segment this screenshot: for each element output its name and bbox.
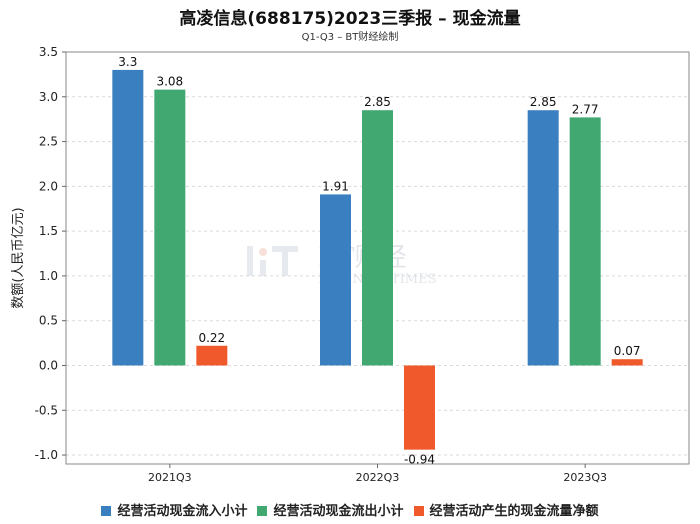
- legend-item: 经营活动产生的现金流量净额: [413, 500, 599, 519]
- bar: [112, 69, 144, 366]
- data-label: 1.91: [322, 179, 349, 193]
- bar: [527, 110, 559, 366]
- data-label: 0.22: [198, 331, 225, 345]
- legend-label: 经营活动现金流出小计: [273, 504, 404, 519]
- y-tick-label: 3.0: [39, 90, 58, 104]
- watermark-bar-1: [247, 246, 253, 276]
- bar: [362, 110, 393, 366]
- y-axis-label: 数额(人民币亿元): [11, 207, 26, 308]
- legend-item: 经营活动现金流出小计: [257, 500, 404, 519]
- y-tick-label: 0.0: [39, 358, 58, 372]
- bar: [196, 345, 228, 366]
- watermark-bar-3: [272, 246, 298, 252]
- bar: [611, 359, 643, 366]
- chart-title: 高凌信息(688175)2023三季报 – 现金流量: [179, 9, 521, 29]
- legend: 经营活动现金流入小计 经营活动现金流出小计 经营活动产生的现金流量净额: [0, 500, 700, 519]
- legend-swatch: [413, 506, 424, 516]
- bar: [404, 365, 435, 450]
- y-tick-label: 1.5: [39, 224, 58, 238]
- y-tick-label: 2.5: [39, 135, 58, 149]
- bar: [154, 89, 186, 366]
- legend-swatch: [101, 506, 112, 516]
- y-tick-label: 3.5: [39, 45, 58, 59]
- x-tick-label: 2022Q3: [356, 471, 400, 484]
- data-label: -0.94: [404, 453, 435, 467]
- chart-subtitle: Q1-Q3 – BT财经绘制: [301, 32, 399, 43]
- data-label: 3.08: [156, 75, 183, 89]
- legend-swatch: [257, 506, 268, 516]
- watermark-dot: [259, 248, 267, 256]
- watermark-bar-2: [260, 260, 266, 276]
- y-tick-label: 0.5: [39, 314, 58, 328]
- bar: [320, 194, 351, 366]
- data-label: 3.3: [118, 55, 137, 69]
- legend-item: 经营活动现金流入小计: [101, 500, 247, 519]
- legend-label: 经营活动产生的现金流量净额: [429, 504, 599, 519]
- data-label: 2.85: [364, 95, 391, 109]
- x-tick-label: 2021Q3: [148, 471, 192, 484]
- bar: [569, 117, 601, 366]
- legend-label: 经营活动现金流入小计: [117, 504, 248, 519]
- watermark-bar-4: [282, 252, 288, 276]
- y-tick-label: 2.0: [39, 179, 58, 193]
- y-tick-label: -0.5: [35, 403, 58, 417]
- y-tick-label: -1.0: [35, 448, 58, 462]
- x-tick-label: 2023Q3: [563, 471, 607, 484]
- data-label: 2.85: [530, 95, 557, 109]
- y-tick-label: 1.0: [39, 269, 58, 283]
- data-label: 0.07: [614, 344, 641, 358]
- data-label: 2.77: [572, 102, 599, 116]
